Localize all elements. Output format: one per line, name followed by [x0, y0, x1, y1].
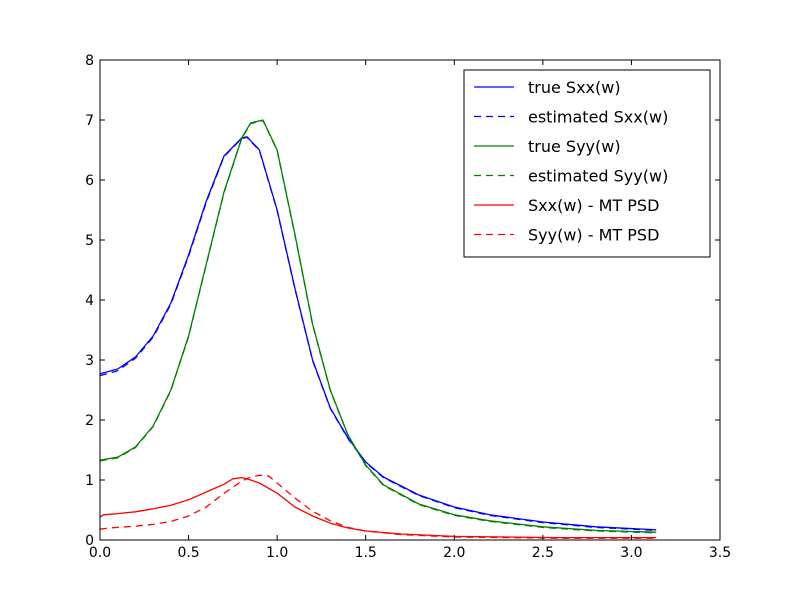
- x-tick-label: 1.0: [266, 545, 288, 561]
- x-tick-label: 1.5: [355, 545, 377, 561]
- y-tick-label: 3: [85, 353, 94, 369]
- y-tick-label: 0: [85, 533, 94, 549]
- legend-entry-label: Syy(w) - MT PSD: [528, 226, 659, 245]
- ticks-layer: 0.0 0.5 1.0 1.5 2.0 2.5 3.0 3.5 0 1 2 3 4 5 6 7 8: [85, 53, 731, 561]
- legend: true Sxx(w) estimated Sxx(w) true Syy(w) es…: [463, 69, 711, 258]
- legend-entry-label: true Sxx(w): [528, 78, 621, 97]
- legend-box: [463, 69, 711, 258]
- series-layer: [100, 119, 657, 539]
- x-tick-label: 0.5: [177, 545, 199, 561]
- y-tick-label: 5: [85, 233, 94, 249]
- y-tick-label: 6: [85, 173, 94, 189]
- y-tick-label: 7: [85, 113, 94, 129]
- y-tick-label: 4: [85, 293, 94, 309]
- series-line-2: [100, 136, 657, 532]
- series-line-4: [100, 119, 657, 534]
- x-tick-label: 2.0: [443, 545, 465, 561]
- legend-entry-label: Sxx(w) - MT PSD: [528, 196, 659, 215]
- x-tick-label: 3.5: [709, 545, 731, 561]
- legend-entry-label: true Syy(w): [528, 137, 621, 156]
- legend-entry-label: estimated Sxx(w): [528, 108, 668, 127]
- legend-entry-label: estimated Syy(w): [528, 167, 668, 186]
- y-tick-label: 1: [85, 473, 94, 489]
- x-tick-label: 3.0: [620, 545, 642, 561]
- x-tick-label: 2.5: [532, 545, 554, 561]
- y-tick-label: 2: [85, 413, 94, 429]
- x-tick-label: 0.0: [89, 545, 111, 561]
- series-line-6: [100, 474, 657, 539]
- y-tick-label: 8: [85, 53, 94, 69]
